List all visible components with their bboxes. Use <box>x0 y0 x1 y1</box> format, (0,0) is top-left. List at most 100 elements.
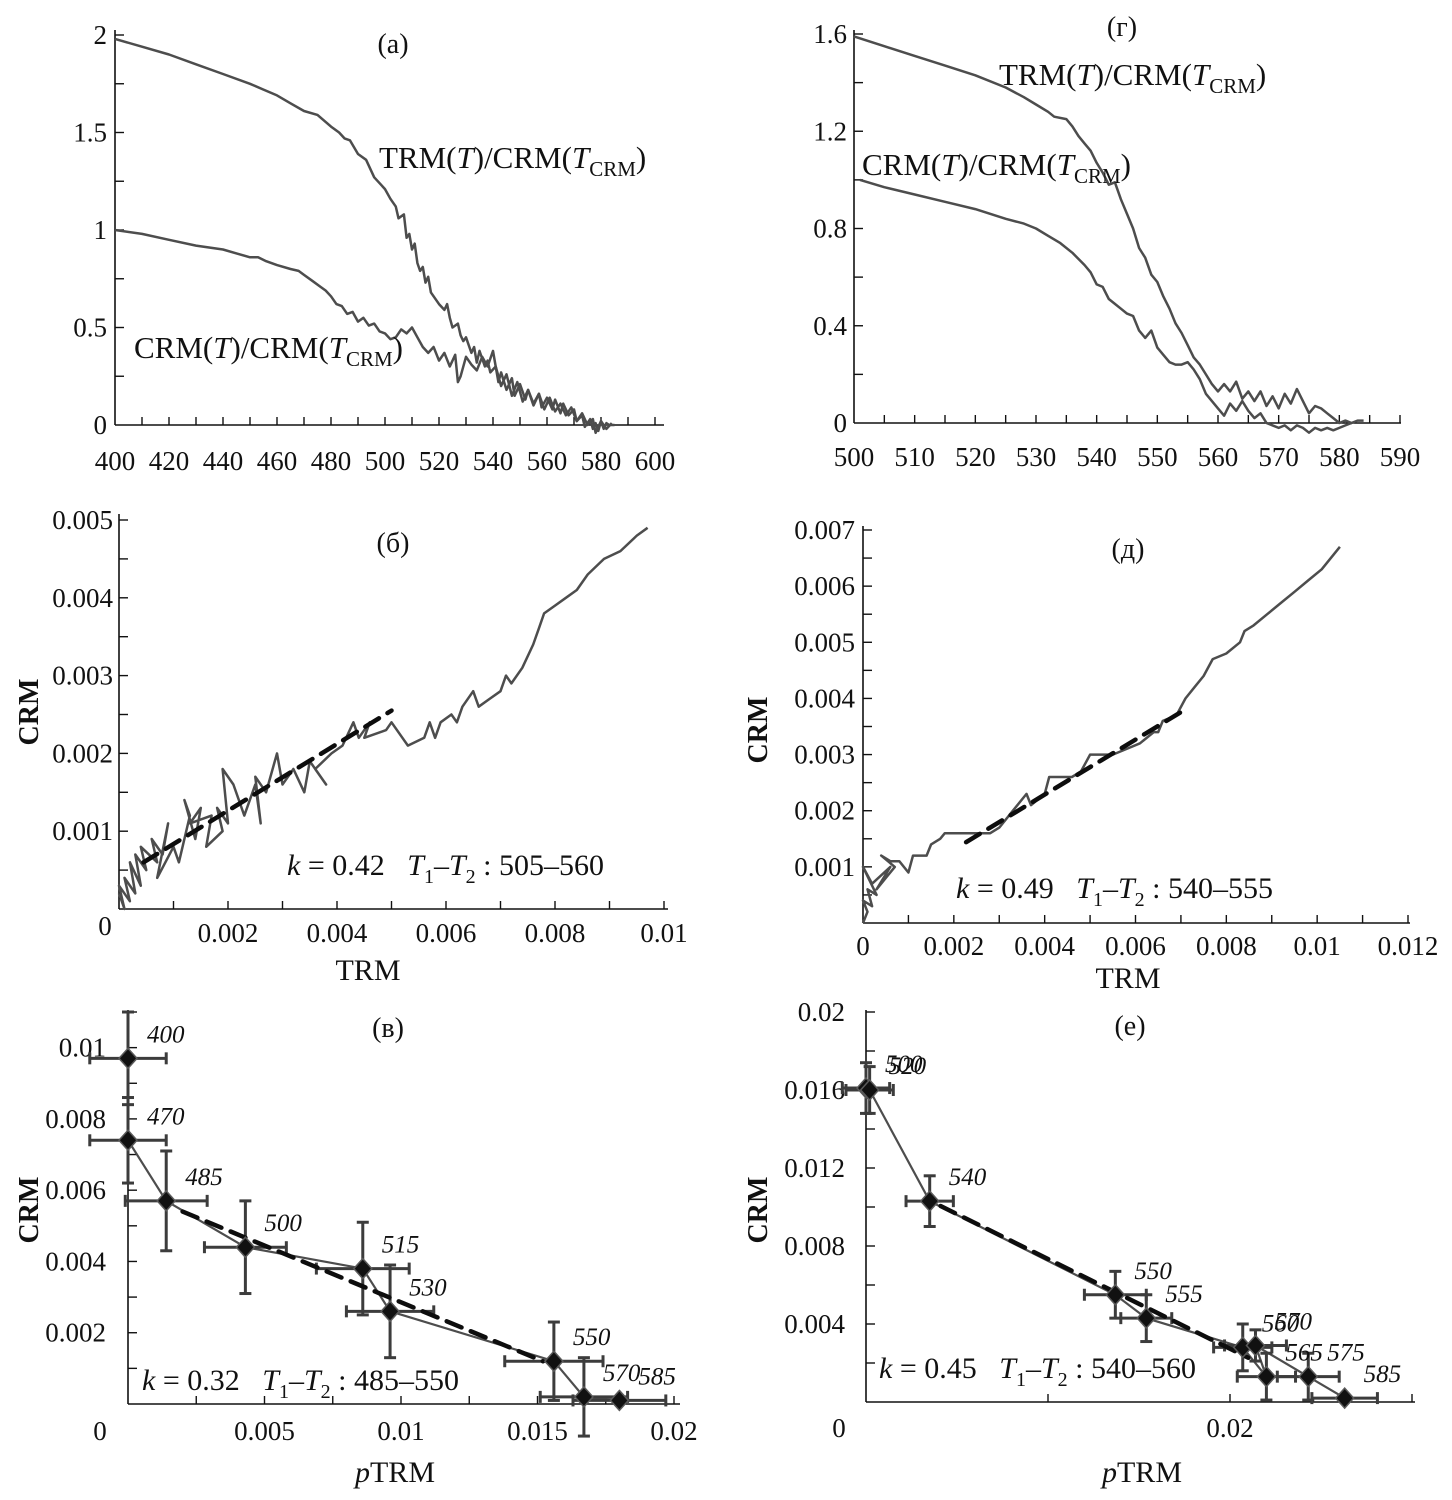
fit-annotation-segment: 1 <box>424 866 434 888</box>
fit-annotation-segment: : 505–560 <box>476 849 604 882</box>
data-point-label: 570 <box>1274 1308 1312 1335</box>
origin-tick-label: 0 <box>832 1413 846 1443</box>
x-axis-title-segment: TRM <box>1117 1456 1182 1489</box>
fit-annotation-segment: = 0.45 <box>892 1352 999 1385</box>
panel-label: (г) <box>1107 12 1137 43</box>
y-tick-label: 0.008 <box>45 1104 106 1134</box>
series-line-0 <box>853 35 1364 425</box>
series-label: CRM(T)/CRM(TCRM) <box>862 147 1131 188</box>
series-label-segment: CRM <box>1074 164 1121 188</box>
y-tick-label: 1.6 <box>813 19 847 49</box>
y-tick-label: 1 <box>94 215 108 245</box>
series-label-segment: T <box>941 147 961 182</box>
fit-line-dashed <box>938 1203 1251 1360</box>
panel-a: 400 420 440 460 480 500 520 540 560 580 600 0 0.5 1 1.… <box>73 20 675 476</box>
x-tick-label: 560 <box>1198 442 1239 472</box>
x-axis-title: pTRM <box>1100 1456 1182 1489</box>
data-point-marker <box>609 1389 630 1412</box>
fit-annotation-segment: 2 <box>1058 1369 1068 1391</box>
x-tick-label: 0.002 <box>923 931 984 961</box>
x-tick-label: 580 <box>1319 442 1360 472</box>
fit-annotation-segment: T <box>262 1364 281 1397</box>
fit-annotation-segment: – <box>1025 1352 1042 1385</box>
x-tick-label: 0.01 <box>640 918 687 948</box>
y-tick-label: 0.002 <box>45 1318 106 1348</box>
fit-annotation-segment: – <box>288 1364 305 1397</box>
origin-tick-label: 0 <box>93 1416 107 1446</box>
fit-annotation-segment: k <box>287 849 301 882</box>
data-point-marker <box>117 1129 139 1152</box>
x-axis-title: TRM <box>1095 962 1160 995</box>
x-axis-title: TRM <box>335 954 400 987</box>
series-label-segment: ) <box>636 140 646 175</box>
y-tick-label: 0.001 <box>794 852 855 882</box>
series-label-segment: T <box>213 330 233 365</box>
y-tick-label: 0.002 <box>794 796 855 826</box>
y-tick-label: 0.004 <box>45 1246 106 1276</box>
y-tick-label: 0.001 <box>52 816 113 846</box>
x-tick-label: 0.004 <box>1014 931 1075 961</box>
fit-line-dashed <box>180 1209 546 1364</box>
data-point-marker <box>919 1190 940 1213</box>
fit-annotation-segment: T <box>1118 872 1137 905</box>
y-tick-label: 0.005 <box>52 505 113 535</box>
x-axis-title-segment: TRM <box>1095 962 1160 995</box>
fit-annotation-segment: k <box>879 1352 893 1385</box>
y-axis-title: CRM <box>743 697 774 764</box>
y-tick-label: 0.003 <box>52 661 113 691</box>
series-label-segment: T <box>1192 57 1212 92</box>
fit-annotation-segment: T <box>449 849 468 882</box>
x-tick-label: 520 <box>955 442 996 472</box>
y-tick-label: 0.005 <box>794 627 855 657</box>
fit-annotation: k = 0.45 T1–T2 : 540–560 <box>879 1352 1196 1391</box>
series-label-segment: )/CRM( <box>1094 57 1192 92</box>
fit-annotation-segment: 2 <box>466 866 476 888</box>
series-label-segment: TRM( <box>999 57 1077 92</box>
fit-annotation-segment: 1 <box>1093 889 1103 911</box>
series-connector-line <box>865 1087 1346 1400</box>
series-line-0 <box>114 37 615 433</box>
y-tick-label: 0.02 <box>798 997 845 1027</box>
x-tick-label: 0.015 <box>507 1416 568 1446</box>
data-point-label: 585 <box>1364 1361 1402 1388</box>
x-tick-label: 550 <box>1137 442 1178 472</box>
series-label-segment: ) <box>393 330 403 365</box>
series-label-segment: ) <box>1256 57 1266 92</box>
series-label: TRM(T)/CRM(TCRM) <box>999 57 1266 98</box>
series-label-segment: CRM( <box>862 147 941 182</box>
x-tick-label: 510 <box>894 442 935 472</box>
data-point-label: 400 <box>147 1021 185 1048</box>
series-label: TRM(T)/CRM(TCRM) <box>379 140 646 181</box>
x-tick-label: 0.02 <box>650 1416 697 1446</box>
series-label-segment: T <box>457 140 477 175</box>
y-tick-label: 0.004 <box>794 683 855 713</box>
series-label-segment: ) <box>1121 147 1131 182</box>
panel-label: (б) <box>377 528 410 559</box>
data-point-label: 570 <box>603 1360 641 1387</box>
x-tick-label: 500 <box>834 442 875 472</box>
data-point-marker <box>235 1236 256 1259</box>
series-label-segment: T <box>1057 147 1077 182</box>
x-tick-label: 0.006 <box>416 918 477 948</box>
fit-annotation-segment: – <box>433 849 450 882</box>
panel-label: (е) <box>1114 1011 1145 1042</box>
series-connector-line <box>126 1058 620 1402</box>
fit-annotation-segment: T <box>1041 1352 1060 1385</box>
fit-annotation-segment: 2 <box>321 1381 331 1403</box>
x-tick-label: 400 <box>95 446 136 476</box>
series-line-0 <box>861 546 1341 924</box>
x-axis-title: pTRM <box>353 1456 435 1489</box>
series-label-segment: )/CRM( <box>231 330 329 365</box>
data-point-marker <box>1334 1386 1355 1410</box>
x-tick-label: 540 <box>473 446 514 476</box>
origin-tick-label: 0 <box>98 911 112 941</box>
data-point-label: 550 <box>573 1324 611 1351</box>
data-point-label: 530 <box>409 1274 447 1301</box>
fit-annotation-segment: : 540–560 <box>1068 1352 1196 1385</box>
fit-line-dashed <box>141 708 394 865</box>
y-tick-label: 0.003 <box>794 740 855 770</box>
x-tick-label: 540 <box>1076 442 1117 472</box>
data-point-label: 550 <box>1134 1258 1172 1285</box>
y-tick-label: 0.006 <box>45 1175 106 1205</box>
